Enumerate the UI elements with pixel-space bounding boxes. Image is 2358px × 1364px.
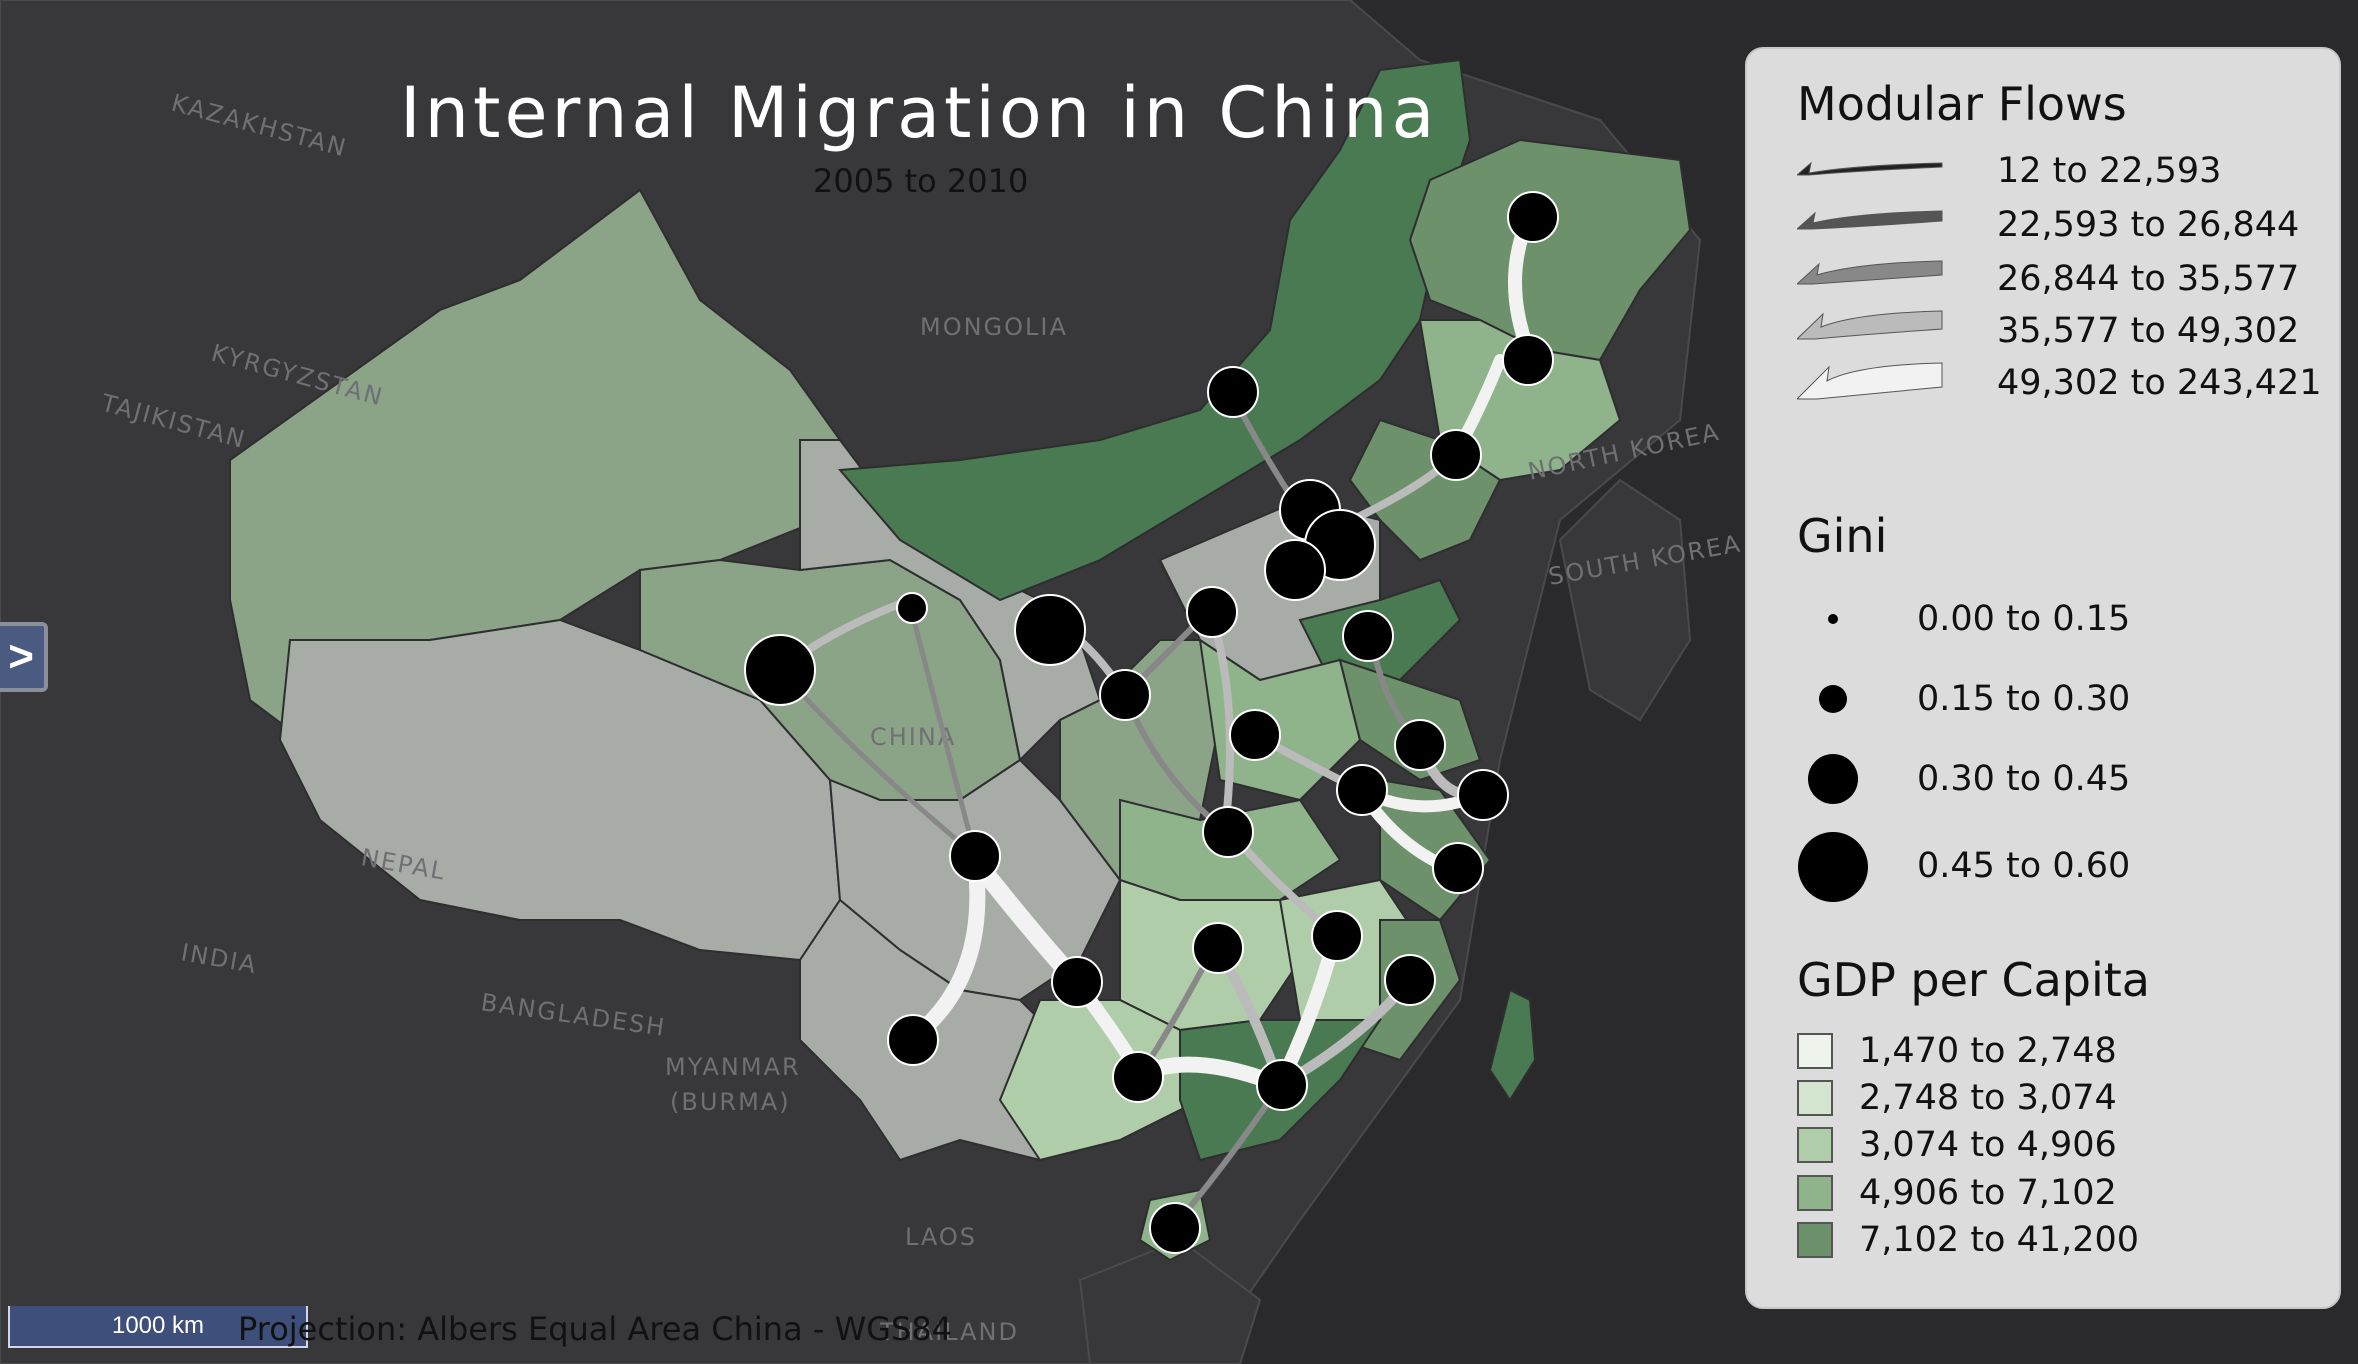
flow-class-5: 49,302 to 243,421 xyxy=(1997,363,2322,403)
country-label: MYANMAR xyxy=(665,1053,801,1081)
country-label: LAOS xyxy=(905,1223,977,1251)
gdp-swatch-2 xyxy=(1797,1080,1833,1116)
flow-class-3: 26,844 to 35,577 xyxy=(1997,259,2300,299)
gini-legend-title: Gini xyxy=(1797,509,1888,563)
gdp-swatch-1 xyxy=(1797,1033,1833,1069)
flow-class-2: 22,593 to 26,844 xyxy=(1997,205,2300,245)
country-label: MONGOLIA xyxy=(920,313,1068,341)
gini-class-4: 0.45 to 0.60 xyxy=(1917,846,2131,886)
scale-bar: 1000 km xyxy=(8,1306,308,1348)
legend-panel: Modular Flows 12 to 22,593 22,593 to 26,… xyxy=(1745,47,2341,1309)
gdp-class-4: 4,906 to 7,102 xyxy=(1859,1173,2117,1213)
gini-class-2: 0.15 to 0.30 xyxy=(1917,679,2131,719)
flow-class-1: 12 to 22,593 xyxy=(1997,151,2222,191)
gini-legend-circles xyxy=(1798,614,1868,902)
province-inner-mongolia[interactable] xyxy=(837,58,1472,602)
province-taiwan[interactable] xyxy=(1488,988,1537,1102)
projection-note: Projection: Albers Equal Area China - WG… xyxy=(238,1310,953,1348)
province-guangxi[interactable] xyxy=(998,999,1202,1162)
gdp-class-3: 3,074 to 4,906 xyxy=(1859,1125,2117,1165)
flow-class-4: 35,577 to 49,302 xyxy=(1997,311,2300,351)
gdp-legend-title: GDP per Capita xyxy=(1797,953,2150,1007)
gdp-swatch-5 xyxy=(1797,1222,1833,1258)
province-heilongjiang[interactable] xyxy=(1408,138,1692,362)
country-label: (BURMA) xyxy=(670,1088,791,1116)
gdp-class-5: 7,102 to 41,200 xyxy=(1859,1220,2140,1260)
gini-circles xyxy=(744,191,1559,1254)
map-subtitle: 2005 to 2010 xyxy=(813,162,1029,200)
flows-legend-title: Modular Flows xyxy=(1797,77,2127,131)
gini-class-3: 0.30 to 0.45 xyxy=(1917,759,2131,799)
panel-toggle-button[interactable]: > xyxy=(0,622,48,692)
map-title: Internal Migration in China xyxy=(400,72,1439,154)
country-label: THAILAND xyxy=(879,1318,1019,1346)
gdp-class-1: 1,470 to 2,748 xyxy=(1859,1031,2117,1071)
gdp-swatch-3 xyxy=(1797,1127,1833,1163)
gini-class-1: 0.00 to 0.15 xyxy=(1917,599,2131,639)
gdp-swatch-4 xyxy=(1797,1175,1833,1211)
flow-legend-arrows xyxy=(1797,161,1943,400)
provinces xyxy=(229,58,1692,1262)
gdp-class-2: 2,748 to 3,074 xyxy=(1859,1078,2117,1118)
